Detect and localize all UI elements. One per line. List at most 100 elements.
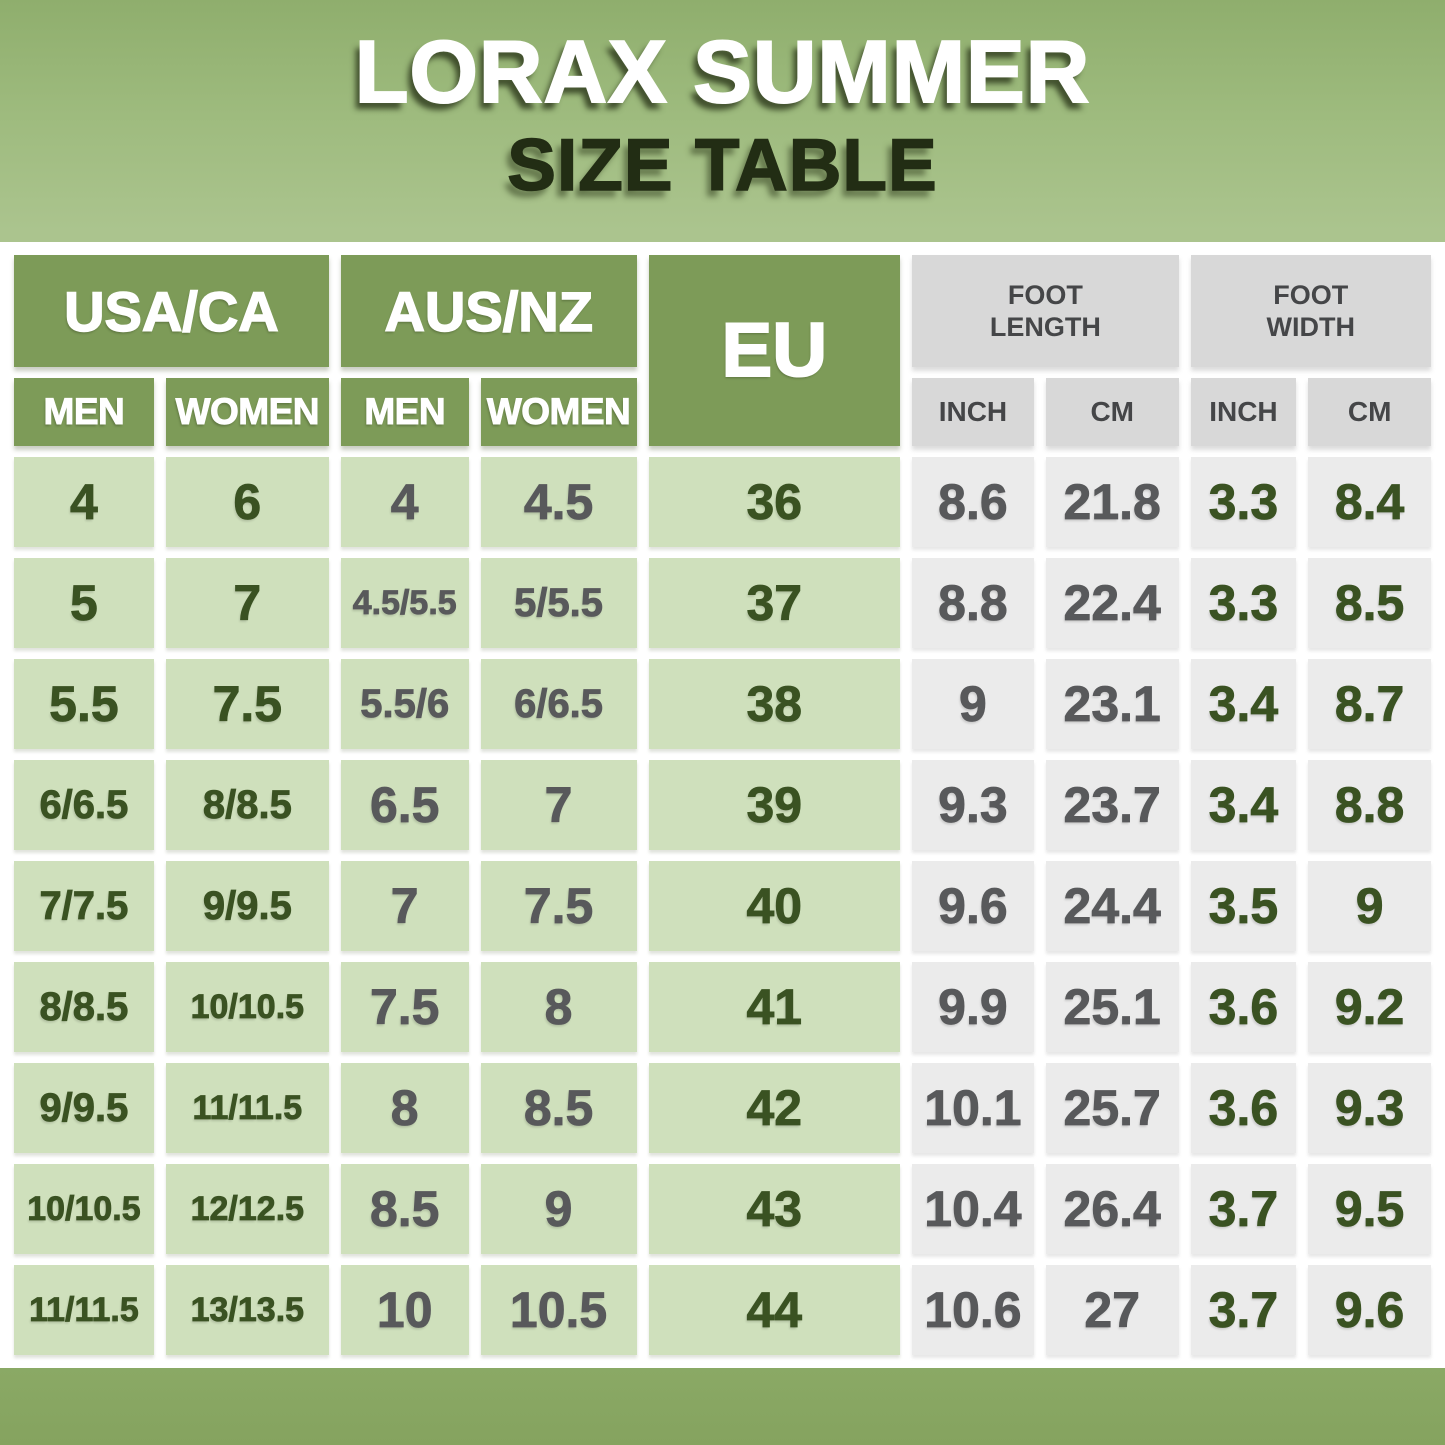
size-cell: 26.4 bbox=[1045, 1164, 1179, 1254]
size-cell: 10.4 bbox=[912, 1164, 1034, 1254]
size-cell: 21.8 bbox=[1045, 457, 1179, 547]
size-cell: 4.5 bbox=[480, 457, 637, 547]
size-cell: 8.8 bbox=[912, 558, 1034, 648]
size-cell: 8.8 bbox=[1308, 760, 1431, 850]
size-cell: 42 bbox=[648, 1063, 901, 1153]
size-cell: 6/6.5 bbox=[480, 659, 637, 749]
size-cell: 3.3 bbox=[1190, 558, 1297, 648]
size-cell: 44 bbox=[648, 1265, 901, 1355]
page-title-line2: SIZE TABLE bbox=[507, 125, 938, 207]
size-cell: 8.5 bbox=[340, 1164, 469, 1254]
title-banner: LORAX SUMMER SIZE TABLE bbox=[0, 0, 1445, 205]
size-cell: 25.1 bbox=[1045, 962, 1179, 1052]
page-title-line1: LORAX SUMMER bbox=[354, 22, 1091, 121]
size-cell: 5 bbox=[14, 558, 154, 648]
size-cell: 25.7 bbox=[1045, 1063, 1179, 1153]
size-cell: 23.1 bbox=[1045, 659, 1179, 749]
size-cell: 3.7 bbox=[1190, 1164, 1297, 1254]
size-cell: 8/8.5 bbox=[165, 760, 329, 850]
size-cell: 9 bbox=[1308, 861, 1431, 951]
size-cell: 5/5.5 bbox=[480, 558, 637, 648]
size-cell: 6.5 bbox=[340, 760, 469, 850]
subheader-inch-length: INCH bbox=[912, 378, 1034, 446]
size-cell: 38 bbox=[648, 659, 901, 749]
size-cell: 10.5 bbox=[480, 1265, 637, 1355]
size-cell: 8.7 bbox=[1308, 659, 1431, 749]
size-cell: 8.5 bbox=[480, 1063, 637, 1153]
header-foot-width: FOOT WIDTH bbox=[1190, 255, 1431, 367]
size-cell: 6/6.5 bbox=[14, 760, 154, 850]
size-cell: 3.6 bbox=[1190, 962, 1297, 1052]
size-cell: 8.4 bbox=[1308, 457, 1431, 547]
size-cell: 3.5 bbox=[1190, 861, 1297, 951]
subheader-cm-length: CM bbox=[1045, 378, 1179, 446]
size-cell: 8.6 bbox=[912, 457, 1034, 547]
header-eu: EU bbox=[648, 255, 901, 446]
size-cell: 11/11.5 bbox=[165, 1063, 329, 1153]
size-cell: 8 bbox=[480, 962, 637, 1052]
size-cell: 9/9.5 bbox=[14, 1063, 154, 1153]
size-cell: 3.6 bbox=[1190, 1063, 1297, 1153]
subheader-men-usa: MEN bbox=[14, 378, 154, 446]
size-cell: 39 bbox=[648, 760, 901, 850]
size-cell: 4 bbox=[14, 457, 154, 547]
header-aus-nz: AUS/NZ bbox=[340, 255, 637, 367]
size-cell: 36 bbox=[648, 457, 901, 547]
size-cell: 13/13.5 bbox=[165, 1265, 329, 1355]
size-cell: 9 bbox=[480, 1164, 637, 1254]
size-cell: 3.3 bbox=[1190, 457, 1297, 547]
size-cell: 9.6 bbox=[1308, 1265, 1431, 1355]
size-cell: 8/8.5 bbox=[14, 962, 154, 1052]
size-cell: 3.4 bbox=[1190, 659, 1297, 749]
size-cell: 11/11.5 bbox=[14, 1265, 154, 1355]
size-cell: 7 bbox=[480, 760, 637, 850]
size-cell: 10/10.5 bbox=[14, 1164, 154, 1254]
size-cell: 43 bbox=[648, 1164, 901, 1254]
subheader-cm-width: CM bbox=[1308, 378, 1431, 446]
size-cell: 7.5 bbox=[165, 659, 329, 749]
size-table-grid: USA/CA AUS/NZ EU FOOT LENGTH FOOT WIDTH … bbox=[0, 242, 1445, 1368]
size-cell: 12/12.5 bbox=[165, 1164, 329, 1254]
size-cell: 27 bbox=[1045, 1265, 1179, 1355]
size-cell: 22.4 bbox=[1045, 558, 1179, 648]
size-cell: 10.6 bbox=[912, 1265, 1034, 1355]
size-cell: 9/9.5 bbox=[165, 861, 329, 951]
size-cell: 8.5 bbox=[1308, 558, 1431, 648]
size-cell: 41 bbox=[648, 962, 901, 1052]
subheader-men-aus: MEN bbox=[340, 378, 469, 446]
size-cell: 9.5 bbox=[1308, 1164, 1431, 1254]
size-cell: 7 bbox=[165, 558, 329, 648]
header-usa-ca: USA/CA bbox=[14, 255, 329, 367]
size-cell: 9.3 bbox=[912, 760, 1034, 850]
size-cell: 9.6 bbox=[912, 861, 1034, 951]
size-cell: 40 bbox=[648, 861, 901, 951]
size-cell: 7.5 bbox=[340, 962, 469, 1052]
header-foot-length: FOOT LENGTH bbox=[912, 255, 1179, 367]
subheader-women-aus: WOMEN bbox=[480, 378, 637, 446]
size-cell: 4 bbox=[340, 457, 469, 547]
size-cell: 7/7.5 bbox=[14, 861, 154, 951]
size-cell: 9.3 bbox=[1308, 1063, 1431, 1153]
size-cell: 6 bbox=[165, 457, 329, 547]
size-cell: 9.9 bbox=[912, 962, 1034, 1052]
size-cell: 5.5 bbox=[14, 659, 154, 749]
size-cell: 3.4 bbox=[1190, 760, 1297, 850]
size-cell: 7.5 bbox=[480, 861, 637, 951]
subheader-women-usa: WOMEN bbox=[165, 378, 329, 446]
size-cell: 5.5/6 bbox=[340, 659, 469, 749]
size-cell: 7 bbox=[340, 861, 469, 951]
size-cell: 3.7 bbox=[1190, 1265, 1297, 1355]
size-cell: 4.5/5.5 bbox=[340, 558, 469, 648]
size-cell: 8 bbox=[340, 1063, 469, 1153]
size-cell: 37 bbox=[648, 558, 901, 648]
size-cell: 9.2 bbox=[1308, 962, 1431, 1052]
header-foot-width-label: FOOT WIDTH bbox=[1266, 279, 1356, 342]
size-cell: 10 bbox=[340, 1265, 469, 1355]
size-table-panel: USA/CA AUS/NZ EU FOOT LENGTH FOOT WIDTH … bbox=[0, 242, 1445, 1368]
size-cell: 10.1 bbox=[912, 1063, 1034, 1153]
header-foot-length-label: FOOT LENGTH bbox=[989, 279, 1101, 342]
size-cell: 9 bbox=[912, 659, 1034, 749]
size-cell: 23.7 bbox=[1045, 760, 1179, 850]
subheader-inch-width: INCH bbox=[1190, 378, 1297, 446]
size-cell: 24.4 bbox=[1045, 861, 1179, 951]
